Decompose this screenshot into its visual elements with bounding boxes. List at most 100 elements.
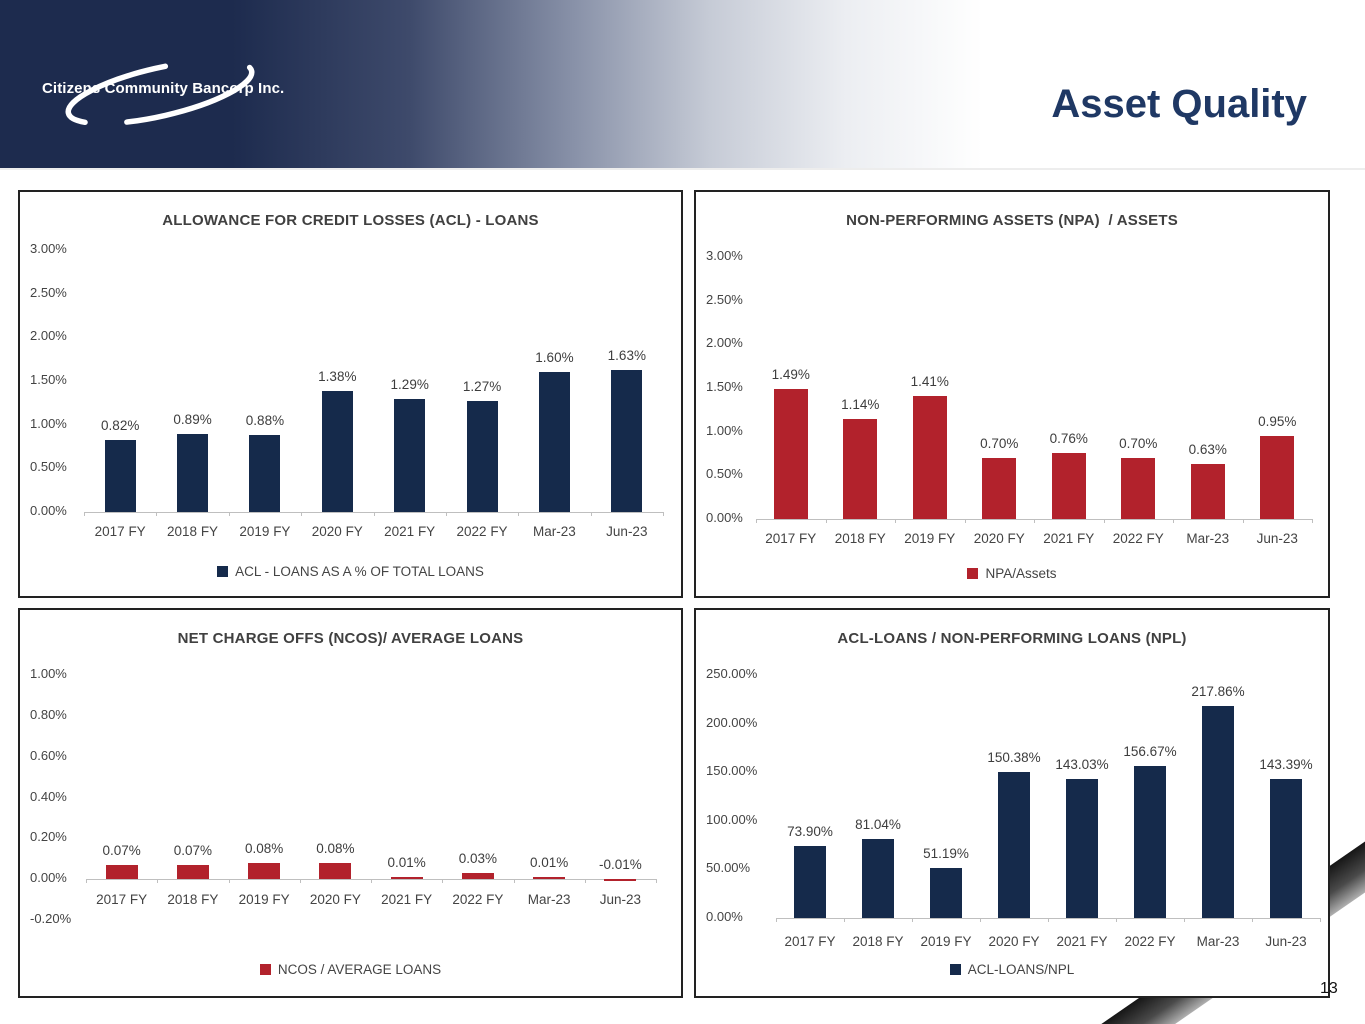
axis-tick [84,512,85,516]
x-axis-label: 2018 FY [834,531,886,546]
y-axis-label: 250.00% [706,666,758,681]
axis-tick [912,918,913,922]
axis-tick [1103,519,1105,523]
axis-tick [301,512,303,516]
data-label: 143.39% [1259,756,1313,772]
bar [319,862,352,880]
x-axis-label: 2021 FY [384,524,436,539]
axis-tick [980,918,981,922]
y-axis-label: 0.00% [706,510,743,525]
data-label: 0.08% [316,840,355,856]
axis-tick [584,879,586,884]
axis-tick [513,879,515,884]
data-label: 81.04% [855,817,901,833]
legend-swatch [949,964,961,975]
logo-text: Citizens Community Bancorp Inc. [42,80,285,97]
x-axis-label: Mar-23 [1186,531,1230,546]
data-label: 1.38% [318,369,357,385]
axis-tick [1184,918,1185,922]
x-axis-label: 2019 FY [238,892,290,908]
x-axis-label: 2017 FY [784,934,836,949]
axis-tick [373,512,375,516]
axis-tick [299,879,301,884]
data-label: 0.01% [387,855,426,871]
x-axis-label: 2021 FY [1043,531,1095,546]
logo-swoosh-icon [65,57,255,127]
bar [176,864,209,880]
axis-tick [86,879,87,884]
bar [604,879,637,882]
x-axis-label: Mar-23 [1196,934,1240,949]
x-axis-label: Jun-23 [1265,934,1307,949]
x-axis-label: 2019 FY [920,934,972,949]
bar [533,877,566,880]
x-axis-label: 2018 FY [167,524,219,539]
legend-label: NCOS / AVERAGE LOANS [277,962,442,977]
legend-swatch [217,566,229,577]
chart-panel-ncos: NET CHARGE OFFS (NCOS)/ AVERAGE LOANS 1.… [18,608,683,998]
axis-tick [1312,519,1313,523]
axis-tick [1242,519,1244,523]
axis-tick [518,512,520,516]
axis-tick [228,512,230,516]
y-axis-label: 1.00% [30,415,67,431]
bar [794,846,826,918]
data-label: -0.01% [598,857,642,873]
x-axis-label: 2020 FY [973,531,1025,546]
bar [1134,765,1166,918]
data-label: 143.03% [1055,756,1109,772]
data-label: 0.95% [1258,414,1297,430]
bar [390,877,423,880]
chart-title: NET CHARGE OFFS (NCOS)/ AVERAGE LOANS [177,630,524,647]
y-axis-label: 100.00% [706,811,758,827]
x-axis-label: 2020 FY [311,524,363,539]
bar [249,435,281,512]
bar [1260,436,1295,519]
bar [104,440,136,512]
axis-tick [776,918,777,922]
bar [1121,457,1156,519]
bar [248,862,281,880]
axis-tick [1252,918,1253,922]
chart-plot: 3.00% 2.50% 2.00% 1.50% 1.00% 0.50% 0.00% 1.49%… [696,192,1328,596]
x-axis-label: 2021 FY [381,892,433,908]
x-axis-label: 2022 FY [1124,934,1176,949]
bar [998,771,1030,918]
data-label: 0.82% [101,418,140,434]
x-axis-label: 2019 FY [239,524,291,539]
axis-tick [371,879,372,884]
y-axis-label: 1.00% [30,666,67,681]
chart-legend: NPA/Assets [696,566,1328,581]
bar [177,434,209,512]
legend-label: ACL - LOANS AS A % OF TOTAL LOANS [235,564,484,579]
axis-tick [445,512,447,516]
y-axis-label: 0.80% [30,706,67,722]
x-axis-label: Jun-23 [606,524,648,539]
data-label: 1.27% [462,379,502,395]
chart-plot: 3.00% 2.50% 2.00% 1.50% 1.00% 0.50% 0.00% 0.82%… [20,192,681,596]
y-axis-label: 3.00% [706,248,743,263]
chart-title: NON-PERFORMING ASSETS (NPA) / ASSETS [846,212,1178,229]
axis-tick [964,519,966,523]
data-label: 0.70% [1119,435,1158,451]
axis-tick [156,512,158,516]
y-axis-label: 0.00% [30,870,67,886]
chart-plot: 250.00% 200.00% 150.00% 100.00% 50.00% 0.00% 7… [696,610,1328,996]
bar [466,401,498,512]
data-label: 51.19% [923,846,969,862]
axis-tick [656,879,657,884]
bar [1190,463,1225,519]
y-axis-label: 0.00% [30,503,67,518]
bar [1202,706,1234,918]
data-label: 1.41% [910,373,949,389]
x-axis-label: 2017 FY [765,531,817,546]
page-number: 13 [1320,980,1338,997]
bar [930,868,962,918]
bar [611,369,643,512]
axis-tick [157,879,159,884]
data-label: 0.70% [980,435,1019,451]
x-axis-label: 2022 FY [1112,531,1164,546]
y-axis-label: 2.00% [706,335,743,351]
axis-tick [1173,519,1174,523]
y-axis-label: 0.00% [706,909,743,924]
